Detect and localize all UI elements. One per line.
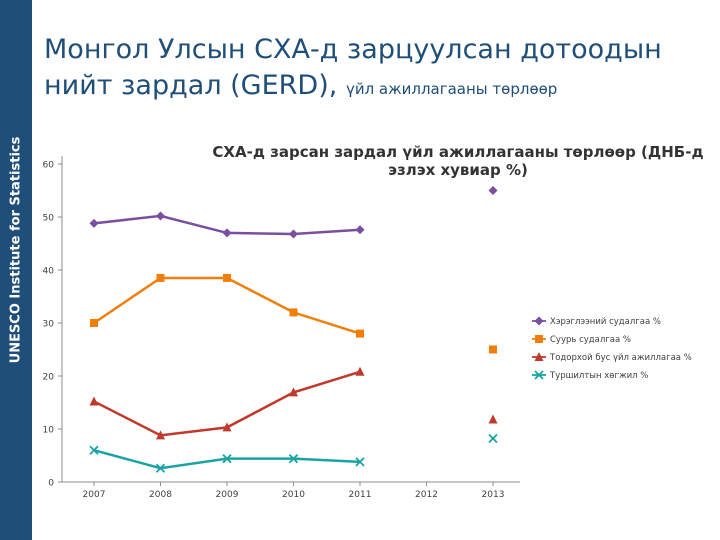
title-suffix: үйл ажиллагааны төрлөөр (345, 80, 558, 98)
legend-marker (534, 352, 544, 361)
chart-title-line: СХА-д зарсан зардал үйл ажиллагааны төрл… (212, 143, 703, 161)
title-line-2: нийт зардал (GERD), (44, 70, 338, 101)
title-line-1: Монгол Улсын СХА-д зарцуулсан дотоодын (44, 34, 662, 65)
data-point-2-2 (222, 422, 232, 432)
data-point-3-1 (155, 463, 166, 473)
data-point-1-4 (356, 329, 364, 338)
x-tick-label: 2009 (216, 490, 239, 500)
legend-marker (534, 370, 544, 380)
x-tick-label: 2013 (482, 490, 505, 500)
data-point-2-3 (289, 387, 298, 397)
y-tick-label: 0 (48, 479, 54, 489)
data-point-0-1 (156, 211, 165, 221)
chart-title-line: эзлэх хувиар %) (388, 161, 528, 179)
data-point-0-2 (222, 228, 232, 238)
data-point-2-6 (488, 414, 498, 424)
legend-marker (534, 316, 544, 326)
y-tick-label: 40 (43, 267, 55, 277)
x-tick-label: 2010 (282, 490, 305, 500)
data-point-0-3 (289, 229, 298, 239)
data-point-1-2 (223, 273, 231, 282)
legend-label: Хэрэглээний судалгаа % (550, 317, 661, 327)
legend-label: Тодорхой бус үйл ажиллагаа % (549, 353, 692, 363)
data-point-2-4 (355, 366, 365, 376)
y-tick-label: 60 (43, 161, 55, 171)
data-point-3-0 (89, 445, 99, 455)
data-point-1-3 (289, 308, 298, 317)
data-point-0-6 (488, 186, 498, 195)
data-point-2-1 (156, 430, 165, 440)
x-tick-label: 2007 (83, 490, 106, 500)
y-tick-label: 20 (43, 373, 55, 383)
legend-label: Туршилтын хөгжил % (549, 371, 648, 381)
data-point-1-1 (156, 273, 165, 282)
data-point-3-2 (222, 454, 232, 464)
y-tick-label: 50 (43, 214, 55, 224)
data-point-3-4 (355, 457, 365, 467)
x-tick-label: 2011 (349, 490, 372, 500)
data-point-3-3 (288, 454, 299, 464)
data-point-1-6 (489, 345, 497, 354)
data-point-0-0 (89, 218, 99, 228)
data-point-2-0 (89, 396, 99, 406)
x-tick-label: 2008 (149, 490, 172, 500)
y-tick-label: 30 (43, 320, 55, 330)
data-point-3-6 (488, 433, 498, 444)
slide-title: Монгол Улсын СХА-д зарцуулсан дотоодын н… (44, 32, 714, 107)
legend-label: Суурь судалгаа % (550, 335, 631, 345)
data-point-0-4 (355, 225, 365, 235)
sidebar-band: UNESCO Institute for Statistics (0, 0, 32, 540)
data-point-1-0 (90, 319, 98, 327)
legend-marker (535, 335, 543, 343)
y-tick-label: 10 (43, 426, 55, 436)
series-line-1 (93, 276, 361, 335)
x-tick-label: 2012 (415, 490, 438, 500)
